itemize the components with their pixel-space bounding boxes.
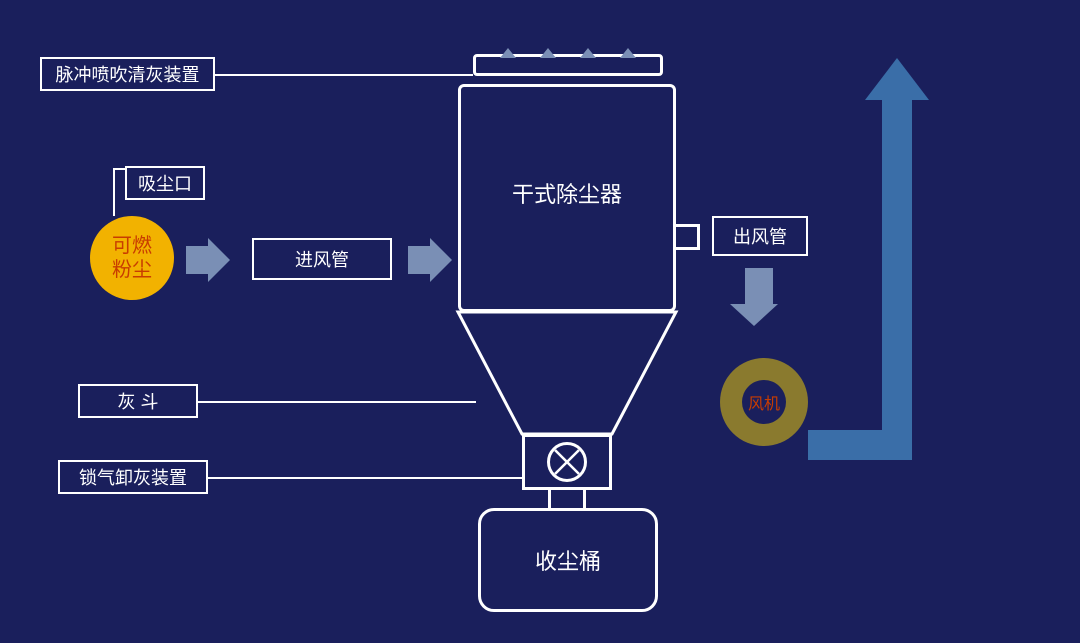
label-hopper: 灰 斗 [78, 384, 198, 418]
flow-arrow-down [740, 268, 778, 326]
label-outlet-duct: 出风管 [712, 216, 808, 256]
fan-inner: 风机 [742, 380, 786, 424]
dust-bin: 收尘桶 [478, 508, 658, 612]
bin-label: 收尘桶 [535, 544, 601, 576]
leader-pulse-clean [215, 74, 473, 76]
fan-label: 风机 [748, 390, 780, 414]
lock-valve [522, 434, 612, 490]
connector-valve-bin [548, 490, 586, 508]
collector-body: 干式除尘器 [458, 84, 676, 312]
pulse-nozzle-icon [500, 48, 516, 58]
label-inlet-duct: 进风管 [252, 238, 392, 280]
valve-rotor-icon [547, 442, 587, 482]
flow-arrow-2 [408, 238, 452, 282]
label-lock-valve: 锁气卸灰装置 [58, 460, 208, 494]
pulse-nozzle-icon [540, 48, 556, 58]
pulse-nozzle-icon [580, 48, 596, 58]
dust-source: 可燃 粉尘 [90, 216, 174, 300]
fan: 风机 [720, 358, 808, 446]
dust-label: 可燃 粉尘 [112, 234, 152, 282]
pulse-nozzle-icon [620, 48, 636, 58]
leader-lock-valve [208, 477, 522, 479]
flow-arrow-1 [186, 238, 230, 282]
collector-label: 干式除尘器 [512, 177, 622, 209]
leader-inlet-v [113, 168, 115, 216]
label-pulse-clean: 脉冲喷吹清灰装置 [40, 57, 215, 91]
label-inlet: 吸尘口 [125, 166, 205, 200]
leader-hopper [198, 401, 476, 403]
outlet-stub [676, 224, 700, 250]
